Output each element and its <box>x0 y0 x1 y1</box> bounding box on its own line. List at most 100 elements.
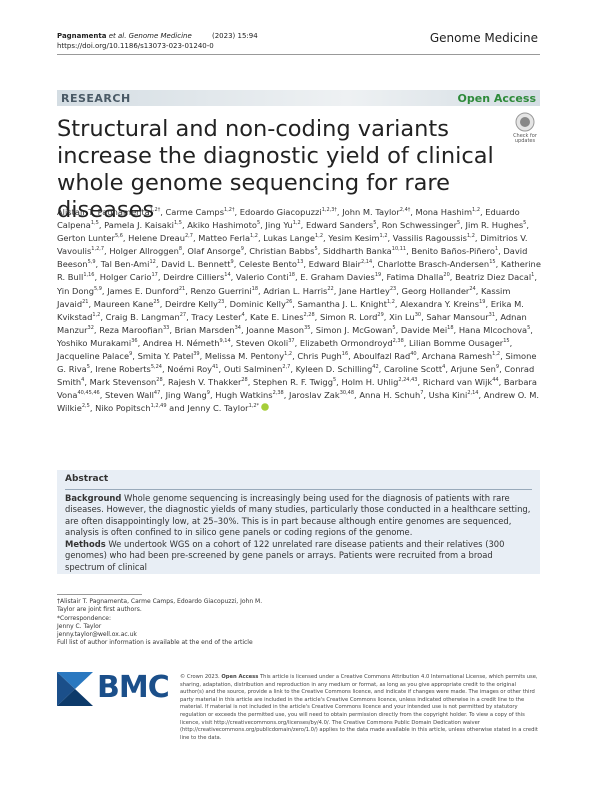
author-name: Katherine R. Bull <box>57 259 541 283</box>
separator: , <box>317 246 321 257</box>
separator: , <box>403 337 407 348</box>
author-name: Kassim Javaid <box>57 285 511 309</box>
orcid-icon[interactable] <box>261 403 269 412</box>
conjunction: and <box>169 403 185 414</box>
separator: , <box>421 311 424 322</box>
separator: , <box>186 311 189 322</box>
separator: , <box>292 298 295 309</box>
author-name: Tracy Lester <box>191 311 242 322</box>
check-updates[interactable]: Check for updates <box>510 112 540 146</box>
author-name: Jacqueline Palace <box>57 351 130 362</box>
affiliation: 1,2 <box>292 220 301 227</box>
separator: , <box>283 390 287 401</box>
doi[interactable]: https://doi.org/10.1186/s13073-023-01240… <box>57 42 214 50</box>
author: Tracy Lester4, <box>191 312 247 322</box>
author-name: Kate E. Lines <box>250 311 304 322</box>
author-name: Fatima Dhalla <box>386 272 444 283</box>
author: Andrea H. Németh9,14, <box>143 338 233 348</box>
corr-label: *Correspondence: <box>57 614 111 622</box>
author: Tal Ben-Ami12, <box>101 259 159 269</box>
separator: , <box>94 272 98 283</box>
author-name: John M. Taylor <box>342 207 400 217</box>
author-name: Dominic Kelly <box>229 298 286 309</box>
affiliation: 5,24 <box>150 364 162 371</box>
separator: , <box>498 377 502 388</box>
author-name: Deirdre Cilliers <box>163 272 225 283</box>
journal-name: Genome Medicine <box>429 31 538 45</box>
author: Noémi Roy41, <box>167 364 221 374</box>
author-name: Noémi Roy <box>167 364 213 375</box>
author: Elizabeth Ormondroyd2,38, <box>300 338 407 348</box>
author-name: Adrian L. Harris <box>263 285 328 296</box>
author: Hugh Watkins2,38, <box>215 390 286 400</box>
author: Alistair T. Pagnamenta1,2†, <box>57 207 163 217</box>
separator: , <box>410 207 413 217</box>
separator: , <box>378 364 382 375</box>
affiliation: 1,2 <box>386 298 395 305</box>
affiliation: 5 <box>332 377 337 384</box>
author-name: Brian Marsden <box>174 324 235 335</box>
affiliation: 1,2† <box>224 207 235 214</box>
separator: , <box>498 246 501 257</box>
separator: , <box>93 324 97 335</box>
author: Sahar Mansour31, <box>426 312 497 322</box>
section-label: Background <box>65 492 122 503</box>
separator: , <box>372 259 375 270</box>
author-name: Christian Babbs <box>249 246 315 257</box>
affiliation: 16 <box>341 351 349 358</box>
author-name: Mona Hashim <box>415 207 473 217</box>
author: Jim R. Hughes5, <box>466 220 530 230</box>
author-name: Craig B. Langman <box>105 311 180 322</box>
affiliation: 17 <box>151 272 158 279</box>
separator: , <box>89 364 93 375</box>
separator: , <box>257 233 261 244</box>
author-name: Matteo Ferla <box>198 233 251 244</box>
author: Jane Hartley23, <box>339 286 399 296</box>
separator: , <box>406 246 409 257</box>
author-name: Ron Schwessinger <box>381 220 458 231</box>
author: Olaf Ansorge9, <box>187 246 246 256</box>
abstract-heading: Abstract <box>65 474 109 484</box>
corr-email[interactable]: jenny.taylor@well.ox.ac.uk <box>57 631 137 639</box>
separator: , <box>495 311 498 322</box>
affiliation: 9 <box>230 259 234 266</box>
author: Edoardo Giacopuzzi1,2,3†, <box>240 207 340 217</box>
affiliation: 1 <box>531 272 535 279</box>
affiliation: 28 <box>156 377 163 384</box>
logo-mark <box>57 672 93 706</box>
affiliation: 5 <box>373 220 377 227</box>
affiliation: 5,9 <box>93 285 102 292</box>
author: Kyleen D. Schilling42, <box>296 364 382 374</box>
separator: , <box>381 272 384 283</box>
affiliation: 10,11 <box>391 246 407 253</box>
separator: , <box>474 233 478 244</box>
author-name: James E. Dunford <box>107 285 179 296</box>
affiliation: 1,2,49 <box>150 403 167 410</box>
affiliation: 15 <box>489 259 496 266</box>
author: Katherine R. Bull1,16, <box>57 259 541 282</box>
affiliation: 22 <box>327 285 334 292</box>
author: Edward Sanders5, <box>306 220 379 230</box>
author: Chris Pugh16, <box>297 351 350 361</box>
affiliation: 4 <box>442 364 446 371</box>
author: Alexandra Y. Kreins19, <box>400 299 488 309</box>
author: Adrian L. Harris22, <box>263 286 336 296</box>
author: E. Graham Davies19, <box>300 272 384 282</box>
author: Kassim Javaid21, <box>57 286 510 309</box>
separator: , <box>475 285 479 296</box>
affiliation: 27 <box>179 311 187 318</box>
author-list: Alistair T. Pagnamenta1,2†, Carme Camps1… <box>57 206 543 416</box>
author-name: Jing Wang <box>165 390 207 401</box>
author-name: Holger Cario <box>99 272 152 283</box>
author: Eduardo Calpena1,5, <box>57 207 520 230</box>
affiliation: 24 <box>469 285 476 292</box>
affiliation: 2,24,43 <box>398 377 418 384</box>
author: Adnan Manzur32, <box>57 312 527 335</box>
affiliation: 15 <box>503 338 510 345</box>
author: Outi Salminen2,7, <box>224 364 293 374</box>
license-text: This article is licensed under a Creativ… <box>180 674 538 741</box>
author-name: Joanne Mason <box>246 324 305 335</box>
author: Edward Blair2,14, <box>309 259 375 269</box>
author: Celeste Bento13, <box>239 259 306 269</box>
author: Akiko Hashimoto5, <box>187 220 263 230</box>
